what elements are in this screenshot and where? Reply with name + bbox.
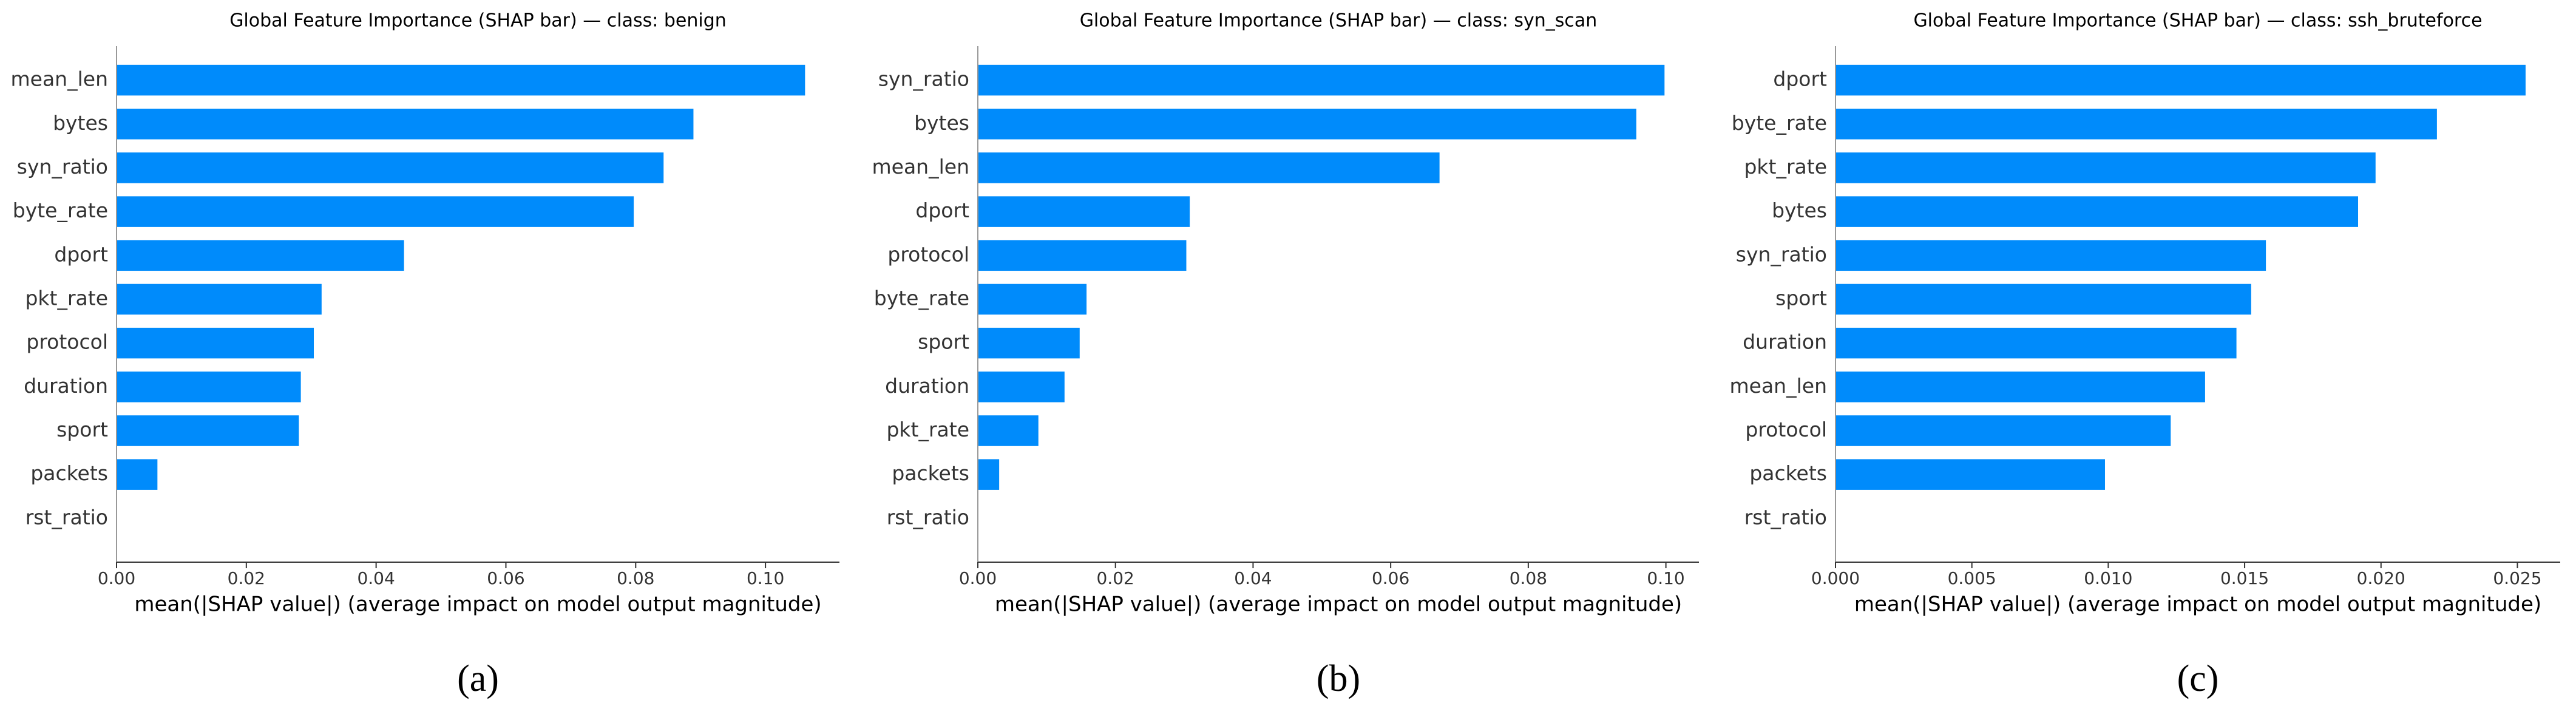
- x-tick-label: 0.000: [1811, 568, 1860, 588]
- chart-title: Global Feature Importance (SHAP bar) — c…: [1080, 10, 1598, 32]
- bar: [978, 327, 1080, 359]
- y-tick-label: bytes: [914, 111, 969, 135]
- bar: [117, 327, 314, 359]
- bar: [978, 64, 1665, 96]
- x-tick-label: 0.00: [98, 568, 135, 588]
- y-tick-label: rst_ratio: [25, 505, 108, 529]
- x-axis-label: mean(|SHAP value|) (average impact on mo…: [134, 593, 821, 617]
- x-tick-label: 0.015: [2220, 568, 2269, 588]
- x-tick-label: 0.025: [2493, 568, 2541, 588]
- y-tick-label: protocol: [26, 330, 108, 354]
- panel-label: (c): [2177, 658, 2219, 699]
- bar: [117, 109, 694, 140]
- chart-title: Global Feature Importance (SHAP bar) — c…: [229, 10, 727, 32]
- panel-label: (b): [1317, 658, 1360, 699]
- y-tick-label: pkt_rate: [25, 286, 108, 310]
- bar: [117, 284, 322, 315]
- y-tick-label: mean_len: [1730, 374, 1827, 398]
- x-tick-label: 0.020: [2357, 568, 2405, 588]
- y-tick-label: mean_len: [11, 67, 108, 91]
- bar: [1835, 152, 2376, 183]
- y-tick-label: duration: [885, 374, 969, 398]
- y-tick-label: byte_rate: [1732, 111, 1827, 135]
- x-tick-label: 0.06: [487, 568, 524, 588]
- y-tick-label: packets: [892, 461, 969, 485]
- y-tick-label: pkt_rate: [1744, 155, 1827, 178]
- x-tick-label: 0.10: [1647, 568, 1684, 588]
- bar: [978, 109, 1636, 140]
- x-axis-label: mean(|SHAP value|) (average impact on mo…: [1854, 593, 2541, 617]
- x-tick-label: 0.00: [959, 568, 997, 588]
- y-tick-label: syn_ratio: [878, 67, 969, 91]
- y-tick-label: protocol: [887, 242, 969, 266]
- x-tick-label: 0.08: [1510, 568, 1547, 588]
- x-tick-label: 0.005: [1948, 568, 1996, 588]
- y-tick-label: rst_ratio: [1744, 505, 1827, 529]
- y-tick-label: byte_rate: [874, 286, 969, 310]
- y-tick-label: protocol: [1745, 418, 1827, 441]
- y-tick-label: syn_ratio: [1736, 242, 1827, 266]
- panel-label: (a): [457, 658, 499, 699]
- y-tick-label: sport: [918, 330, 969, 354]
- y-tick-label: duration: [24, 374, 108, 398]
- x-tick-label: 0.04: [357, 568, 395, 588]
- y-tick-label: bytes: [1772, 199, 1827, 222]
- bar: [117, 415, 299, 446]
- y-tick-label: dport: [54, 242, 108, 266]
- y-tick-label: sport: [1775, 286, 1827, 310]
- x-tick-label: 0.06: [1372, 568, 1409, 588]
- x-tick-label: 0.04: [1234, 568, 1272, 588]
- bar: [978, 372, 1065, 402]
- bar: [1835, 284, 2251, 315]
- y-tick-label: sport: [56, 418, 108, 441]
- bar: [978, 284, 1087, 315]
- y-tick-label: dport: [1773, 67, 1827, 91]
- y-tick-label: byte_rate: [13, 199, 108, 222]
- bar: [117, 372, 301, 402]
- bar: [117, 240, 404, 271]
- y-tick-label: packets: [30, 461, 108, 485]
- y-tick-label: packets: [1749, 461, 1827, 485]
- x-tick-label: 0.02: [228, 568, 265, 588]
- y-tick-label: pkt_rate: [886, 418, 969, 441]
- bar: [1835, 415, 2171, 446]
- bar: [1835, 327, 2237, 359]
- bar: [117, 196, 634, 227]
- y-tick-label: bytes: [53, 111, 108, 135]
- bar: [1835, 64, 2526, 96]
- y-tick-label: mean_len: [872, 155, 969, 178]
- bar: [978, 196, 1190, 227]
- bar: [978, 459, 1000, 490]
- bar: [978, 240, 1187, 271]
- bar: [978, 415, 1039, 446]
- bar: [1835, 196, 2359, 227]
- chart-title: Global Feature Importance (SHAP bar) — c…: [1913, 10, 2482, 32]
- bar: [978, 152, 1440, 183]
- bar: [1835, 372, 2205, 402]
- bar: [117, 152, 664, 183]
- x-tick-label: 0.02: [1097, 568, 1134, 588]
- x-tick-label: 0.10: [747, 568, 784, 588]
- y-tick-label: syn_ratio: [17, 155, 108, 178]
- y-tick-label: dport: [915, 199, 969, 222]
- bar: [1835, 240, 2266, 271]
- x-tick-label: 0.08: [617, 568, 654, 588]
- y-tick-label: rst_ratio: [887, 505, 969, 529]
- bar: [117, 459, 158, 490]
- bar: [117, 64, 805, 96]
- bar: [1835, 109, 2437, 140]
- y-tick-label: duration: [1743, 330, 1827, 354]
- x-tick-label: 0.010: [2084, 568, 2132, 588]
- bar: [1835, 459, 2105, 490]
- x-axis-label: mean(|SHAP value|) (average impact on mo…: [995, 593, 1682, 617]
